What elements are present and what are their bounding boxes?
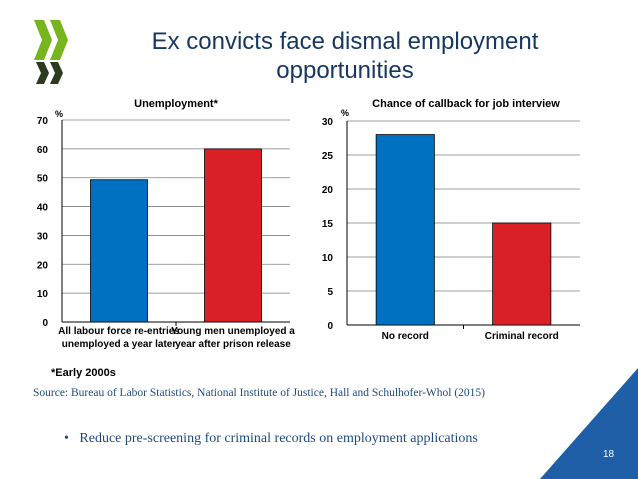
y-tick-label: 40	[37, 203, 49, 214]
y-tick-label: 15	[322, 219, 334, 230]
y-tick-label: 5	[327, 287, 333, 298]
chart-title: Unemployment*	[134, 98, 218, 110]
y-tick-label: 10	[37, 289, 49, 300]
bullet-text: Reduce pre-screening for criminal record…	[79, 431, 478, 446]
slide-title: Ex convicts face dismal employment oppor…	[151, 28, 539, 84]
y-tick-label: 30	[37, 231, 49, 242]
y-tick-label: 0	[42, 318, 48, 329]
y-tick-label: 60	[37, 145, 49, 156]
logo-chevron-2	[50, 20, 68, 60]
oecd-logo	[34, 20, 68, 84]
page-number: 18	[603, 449, 615, 460]
bar	[375, 134, 435, 326]
bar	[204, 148, 262, 323]
logo-chevron-1	[34, 20, 52, 60]
x-category-label: year after prison release	[175, 339, 291, 350]
logo-chevron-4	[50, 62, 63, 84]
y-tick-label: 25	[322, 151, 334, 162]
y-tick-label: 30	[322, 117, 334, 128]
y-tick-label: 50	[37, 174, 49, 185]
y-tick-label: 0	[327, 321, 333, 332]
x-category-label: No record	[382, 331, 429, 342]
y-axis-unit: %	[55, 109, 63, 119]
y-tick-label: 10	[322, 253, 334, 264]
x-category-label: Criminal record	[485, 331, 559, 342]
source-note: Source: Bureau of Labor Statistics, Nati…	[33, 387, 485, 399]
bar	[492, 222, 552, 326]
logo-chevron-3	[36, 62, 49, 84]
x-category-label: All labour force re-entries	[58, 326, 180, 337]
x-category-label: unemployed a year later	[62, 339, 177, 350]
bar	[90, 179, 148, 323]
bullet-point: • Reduce pre-screening for criminal reco…	[64, 431, 478, 447]
bullet-marker: •	[64, 431, 80, 446]
y-tick-label: 70	[37, 116, 49, 127]
chart-title: Chance of callback for job interview	[372, 98, 560, 110]
y-tick-label: 20	[37, 260, 49, 271]
footnote: *Early 2000s	[51, 367, 116, 379]
x-category-label: Young men unemployed a	[171, 326, 295, 337]
y-axis-unit: %	[341, 108, 349, 118]
y-tick-label: 20	[322, 185, 334, 196]
corner-decoration	[540, 368, 638, 479]
